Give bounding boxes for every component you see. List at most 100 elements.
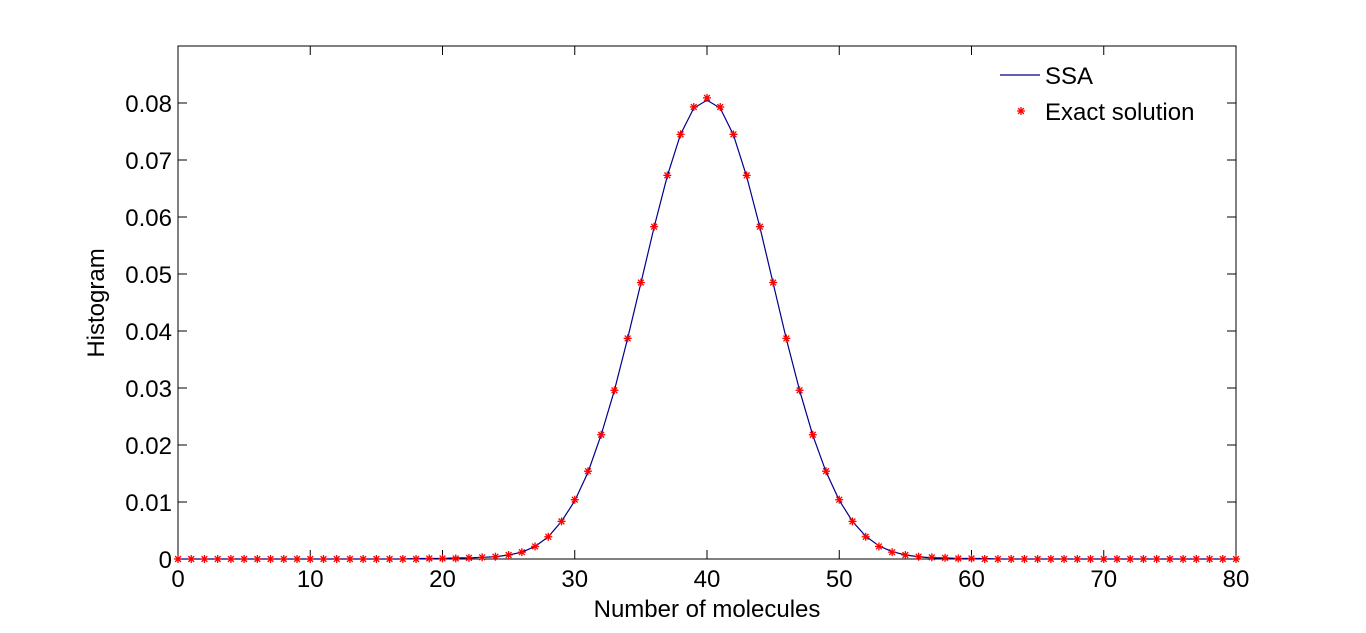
data-point-exact-solution [213,555,222,563]
data-point-exact-solution [478,553,487,562]
data-point-exact-solution [306,555,315,563]
data-point-exact-solution [623,334,632,343]
data-point-exact-solution [187,555,196,563]
legend-marker-exact-solution [1017,107,1025,115]
data-point-exact-solution [861,532,870,541]
data-point-exact-solution [174,555,182,563]
data-point-exact-solution [822,467,831,476]
data-point-exact-solution [808,430,817,439]
x-tick-label: 60 [958,566,985,593]
data-point-exact-solution [319,555,328,563]
data-point-exact-solution [544,532,553,541]
data-point-exact-solution [583,467,592,476]
y-axis-label: Histogram [83,248,110,357]
data-point-exact-solution [438,554,447,563]
y-tick-label: 0.04 [125,319,172,346]
data-point-exact-solution [570,495,579,504]
y-tick-label: 0.05 [125,262,172,289]
data-point-exact-solution [663,171,672,180]
data-point-exact-solution [504,551,513,560]
data-point-exact-solution [240,555,249,563]
x-tick-label: 0 [171,566,184,593]
data-point-exact-solution [914,552,923,561]
y-tick-label: 0.03 [125,376,172,403]
legend-label-ssa: SSA [1045,63,1093,90]
data-point-exact-solution [1020,555,1029,563]
data-point-exact-solution [1205,555,1214,563]
data-point-exact-solution [1126,555,1135,563]
ticks: 0 10 20 30 40 50 60 70 80 0 0.01 0.02 0.03 0.04 0.05 0.… [125,46,1249,593]
x-tick-label: 50 [826,566,853,593]
data-point-exact-solution [967,554,976,563]
y-tick-label: 0.02 [125,433,172,460]
data-point-exact-solution [742,171,751,180]
data-point-exact-solution [636,278,645,287]
data-point-exact-solution [266,555,275,563]
data-point-exact-solution [795,386,804,395]
data-point-exact-solution [1060,555,1069,563]
y-tick-label: 0 [159,547,172,574]
x-tick-label: 30 [561,566,588,593]
data-point-exact-solution [200,555,209,563]
y-tick-label: 0.07 [125,148,172,175]
series-layer [174,93,1240,563]
data-point-exact-solution [782,334,791,343]
data-point-exact-solution [597,430,606,439]
x-tick-label: 70 [1090,566,1117,593]
data-point-exact-solution [676,130,685,139]
y-tick-label: 0.06 [125,205,172,232]
data-point-exact-solution [451,554,460,563]
data-point-exact-solution [332,555,341,563]
data-point-exact-solution [1232,555,1240,563]
data-point-exact-solution [1073,555,1082,563]
data-point-exact-solution [1046,555,1055,563]
data-point-exact-solution [1139,555,1148,563]
x-tick-label: 10 [297,566,324,593]
data-point-exact-solution [993,555,1002,563]
data-point-exact-solution [650,222,659,231]
data-point-exact-solution [372,555,381,563]
data-point-exact-solution [755,222,764,231]
data-point-exact-solution [1179,555,1188,563]
data-point-exact-solution [1099,555,1108,563]
data-point-exact-solution [1218,555,1227,563]
legend: SSA Exact solution [1000,63,1194,126]
data-point-exact-solution [716,102,725,111]
data-point-exact-solution [491,552,500,561]
data-point-exact-solution [385,555,394,563]
data-point-exact-solution [253,555,262,563]
data-point-exact-solution [398,555,407,563]
data-point-exact-solution [703,93,711,102]
data-point-exact-solution [848,517,857,526]
x-axis-label: Number of molecules [594,596,821,623]
data-point-exact-solution [1033,555,1042,563]
data-point-exact-solution [517,548,526,557]
legend-label-exact-solution: Exact solution [1045,99,1194,126]
data-point-exact-solution [901,551,910,560]
data-point-exact-solution [954,554,963,563]
data-point-exact-solution [1165,555,1174,563]
y-tick-label: 0.08 [125,91,172,118]
y-tick-label: 0.01 [125,490,172,517]
data-point-exact-solution [425,554,434,563]
data-point-exact-solution [1112,555,1121,563]
data-point-exact-solution [464,553,473,562]
data-point-exact-solution [729,130,738,139]
x-tick-label: 80 [1223,566,1250,593]
data-point-exact-solution [557,517,566,526]
data-point-exact-solution [1086,555,1095,563]
data-point-exact-solution [1152,555,1161,563]
data-point-exact-solution [293,555,302,563]
plot-area [177,45,1237,560]
data-point-exact-solution [345,555,354,563]
data-point-exact-solution [226,555,235,563]
data-point-exact-solution [927,553,936,562]
data-point-exact-solution [412,555,421,563]
x-tick-label: 40 [694,566,721,593]
data-point-exact-solution [689,102,698,111]
data-point-exact-solution [610,386,619,395]
data-point-exact-solution [531,542,540,551]
data-point-exact-solution [835,495,844,504]
